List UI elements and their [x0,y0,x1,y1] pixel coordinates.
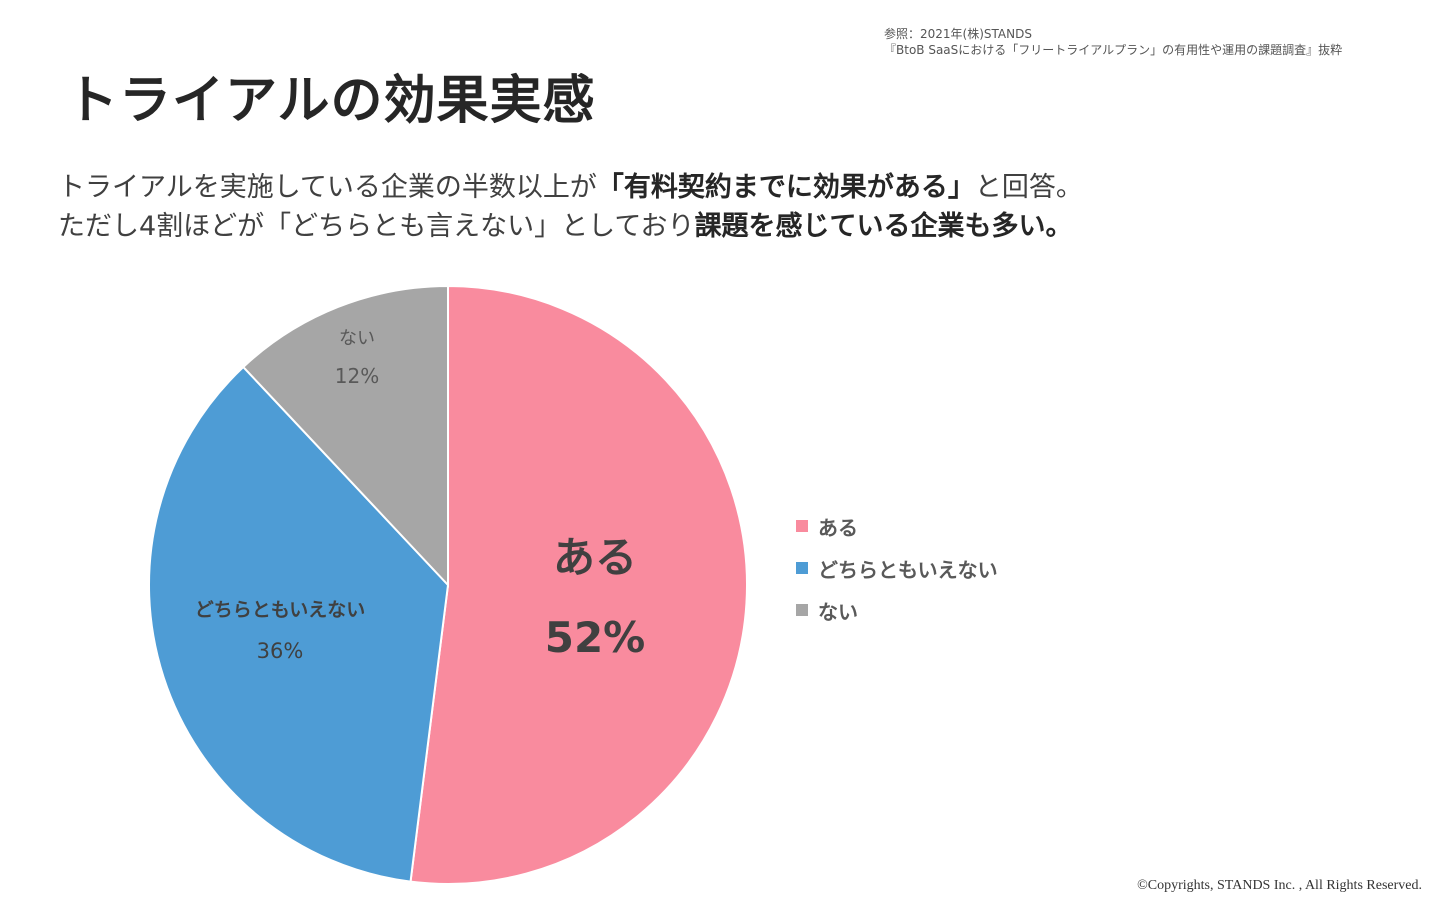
subtitle-emphasis: 課題を感じている企業も多い。 [694,211,1073,242]
legend-swatch [796,604,808,616]
pie-slice-0 [409,284,748,885]
legend-label: ある [818,515,858,540]
pie-slice-1 [148,365,450,883]
subtitle-text: と回答。 [974,172,1083,203]
subtitle: トライアルを実施している企業の半数以上が「有料契約までに効果がある」と回答。 た… [58,168,1083,246]
legend-item: ある [796,505,998,547]
subtitle-text: ただし4割ほどが「どちらとも言えない」としており [58,211,695,242]
subtitle-text: トライアルを実施している企業の半数以上が [58,172,597,203]
legend-label: ない [818,599,858,624]
legend-swatch [796,520,808,532]
reference-line-1: 参照：2021年(株)STANDS [884,27,1032,41]
legend-item: ない [796,589,998,631]
legend: あるどちらともいえない ない [796,505,998,631]
pie-label-name: どちらともいえない [195,599,366,621]
copyright: ©Copyrights, STANDS Inc. , All Rights Re… [1137,878,1422,893]
pie-label-value: 36% [257,639,304,663]
pie-label-value: 52% [545,613,646,662]
reference-note: 参照：2021年(株)STANDS 『BtoB SaaSにおける「フリートライア… [884,26,1342,58]
legend-item: どちらともいえない [796,547,998,589]
pie-label-name: ある [553,533,637,582]
subtitle-emphasis: 「有料契約までに効果がある」 [596,172,975,203]
pie-label-name: ない [339,328,375,349]
page-title: トライアルの効果実感 [66,71,596,131]
pie-label-value: 12% [335,364,379,388]
reference-line-2: 『BtoB SaaSにおける「フリートライアルプラン」の有用性や運用の課題調査』… [884,43,1343,57]
legend-label: どちらともいえない [818,557,998,582]
pie-slice-2 [241,284,449,588]
legend-swatch [796,562,808,574]
